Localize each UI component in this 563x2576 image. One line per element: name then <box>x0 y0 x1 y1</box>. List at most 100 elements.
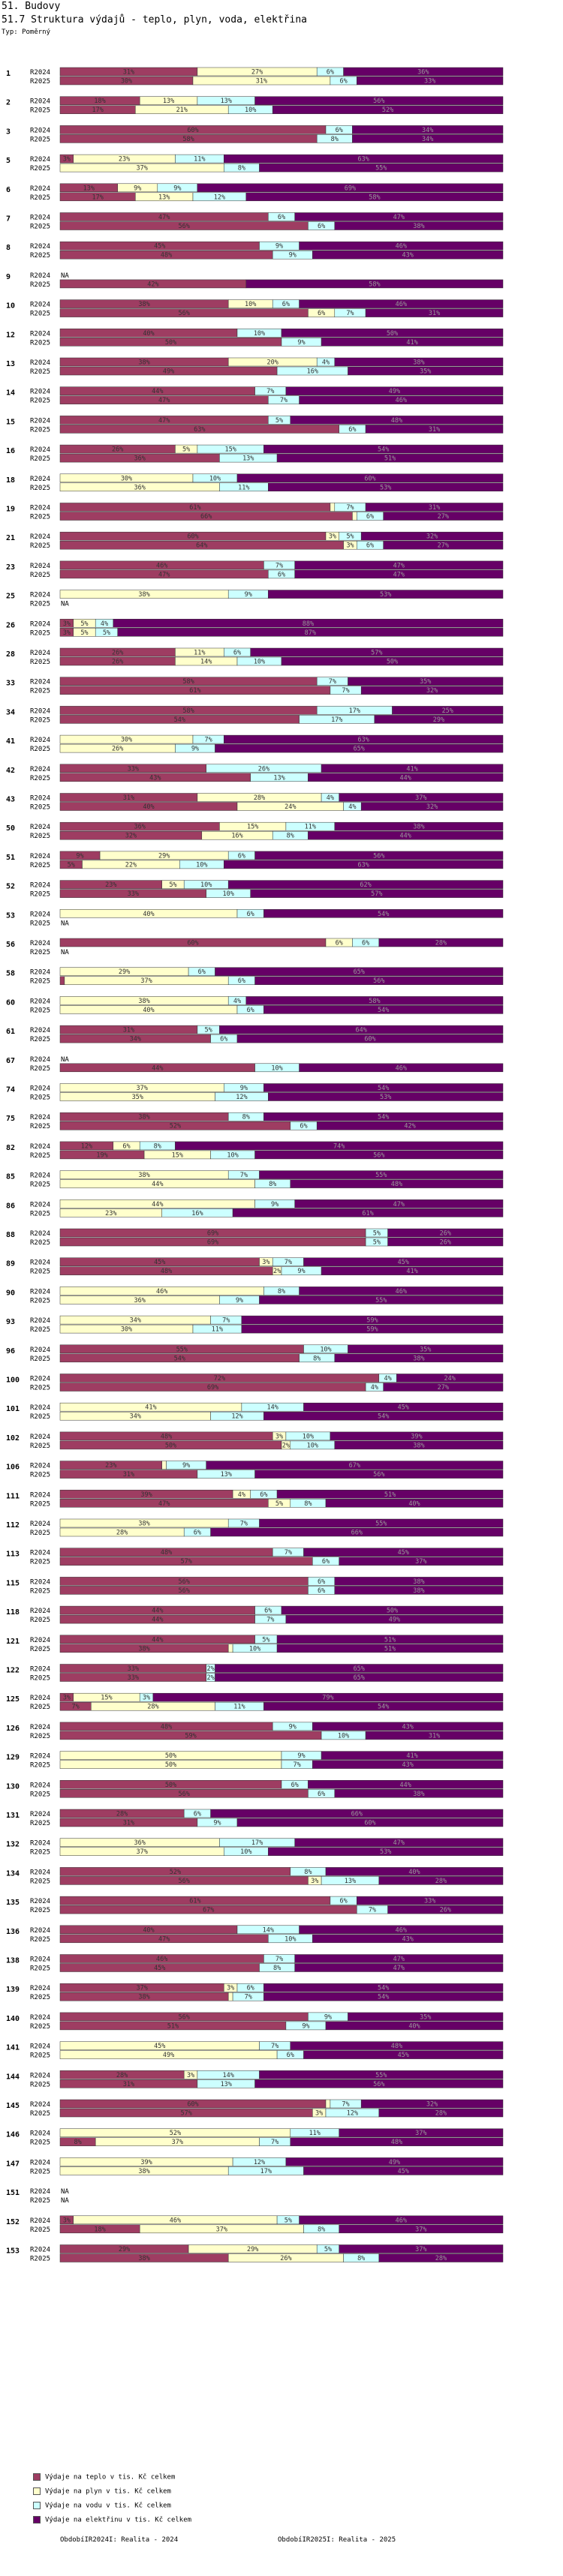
bar-segment-elektrina <box>348 366 504 376</box>
data-label: 4% <box>233 998 241 1005</box>
data-label: 44% <box>152 1201 163 1208</box>
data-label: 14% <box>263 1926 274 1934</box>
period-label: R2024 <box>30 1608 50 1615</box>
data-label: 8% <box>269 1181 276 1188</box>
data-label: 41% <box>406 765 417 773</box>
period-label: R2025 <box>30 1530 50 1537</box>
bar-group-102: 102 R2024 48% 3% 10% 39% R2025 50% 2% 10% 38% <box>6 1431 504 1450</box>
bar-segment-elektrina <box>365 1731 504 1740</box>
legend-item-plyn: Výdaje na plyn v tis. Kč celkem <box>33 2487 171 2496</box>
bar-segment-elektrina <box>325 2021 504 2031</box>
group-label: 60 <box>6 998 15 1007</box>
group-label: 122 <box>6 1667 20 1675</box>
data-label: 54% <box>378 1114 389 1121</box>
data-label: 28% <box>147 1704 158 1711</box>
period-label: R2025 <box>30 224 50 231</box>
data-label: 55% <box>375 1297 387 1305</box>
period-label: R2024 <box>30 1288 50 1296</box>
data-label: 11% <box>194 156 205 164</box>
data-label: 7% <box>266 1617 274 1624</box>
group-label: 53 <box>6 911 15 920</box>
data-label: 3% <box>187 2072 194 2079</box>
group-label: 41 <box>6 737 15 746</box>
data-label: 30% <box>121 1326 132 1334</box>
data-label: 38% <box>138 1521 149 1528</box>
data-label: 13% <box>221 1471 232 1479</box>
bar-group-75: 75 R2024 38% 8% 54% R2025 52% 6% 42% <box>6 1112 504 1130</box>
chart-type-label: Typ: Poměrný <box>2 29 51 36</box>
data-label: 6% <box>348 426 356 434</box>
bar-segment-elektrina <box>299 395 504 404</box>
bar-segment-elektrina <box>339 2244 504 2253</box>
bar-segment-elektrina <box>259 1296 504 1305</box>
bar-group-93: 93 R2024 34% 7% 59% R2025 30% 11% 59% <box>6 1315 504 1334</box>
group-label: 74 <box>6 1086 15 1094</box>
data-label: 6% <box>247 911 254 918</box>
bar-group-10: 10 R2024 38% 10% 6% 46% R2025 56% 6% 7% 31% <box>6 299 504 318</box>
data-label: 57% <box>371 650 382 657</box>
period-label: R2024 <box>30 1317 50 1325</box>
period-label: R2024 <box>30 824 50 831</box>
data-label: 12% <box>254 2159 265 2166</box>
data-label: 26% <box>440 1907 451 1914</box>
period-label: R2024 <box>30 215 50 222</box>
period-label: R2025 <box>30 1356 50 1363</box>
data-label: 38% <box>413 1442 424 1449</box>
group-label: 125 <box>6 1695 20 1704</box>
bar-segment-plyn <box>227 1992 233 2001</box>
data-label: 2% <box>206 1665 214 1673</box>
data-label: 10% <box>245 107 256 114</box>
bar-segment-elektrina <box>294 1199 504 1208</box>
data-label: 5% <box>262 1636 269 1644</box>
data-label: 6% <box>362 940 369 947</box>
data-label: 60% <box>187 127 198 134</box>
period-label: R2025 <box>30 1094 50 1102</box>
na-label: NA <box>61 2197 69 2205</box>
data-label: 19% <box>96 1151 107 1159</box>
data-label: 43% <box>402 1761 413 1769</box>
bar-segment-elektrina <box>303 1402 504 1412</box>
data-label: 47% <box>158 214 170 221</box>
period-label: R2025 <box>30 542 50 550</box>
period-label: R2024 <box>30 1056 50 1064</box>
na-label: NA <box>61 601 69 608</box>
period-label: R2025 <box>30 1965 50 1973</box>
period-label: R2024 <box>30 272 50 280</box>
data-label: 36% <box>134 824 146 831</box>
period-label: R2025 <box>30 1617 50 1624</box>
data-label: 38% <box>413 359 424 367</box>
data-label: 28% <box>116 2072 128 2079</box>
data-label: 58% <box>182 136 194 143</box>
period-label: R2025 <box>30 2168 50 2175</box>
data-label: 9% <box>245 591 252 599</box>
data-label: 31% <box>429 310 440 317</box>
group-label: 51 <box>6 854 15 862</box>
data-label: 45% <box>398 2052 409 2059</box>
bar-segment-elektrina <box>245 279 504 289</box>
data-label: 49% <box>163 368 174 376</box>
period-label: R2024 <box>30 156 50 164</box>
data-label: 61% <box>189 1898 200 1905</box>
data-label: 51% <box>384 1645 396 1653</box>
group-label: 100 <box>6 1377 20 1385</box>
data-label: 29% <box>158 852 170 860</box>
data-label: 60% <box>364 1036 375 1043</box>
data-label: 39% <box>411 1433 422 1440</box>
period-label: R2025 <box>30 1559 50 1566</box>
data-label: 9% <box>213 1820 221 1827</box>
bar-segment-elektrina <box>263 1083 504 1092</box>
data-label: 4% <box>371 1384 378 1392</box>
period-label: R2024 <box>30 1782 50 1789</box>
group-label: 85 <box>6 1173 15 1181</box>
period-label: R2025 <box>30 339 50 347</box>
data-label: 60% <box>187 2101 198 2109</box>
data-label: 56% <box>373 98 384 105</box>
period-label: R2024 <box>30 940 50 947</box>
bar-segment-elektrina <box>339 1557 504 1566</box>
data-label: 31% <box>123 1471 134 1479</box>
data-label: 47% <box>158 417 170 425</box>
period-label: R2025 <box>30 2052 50 2060</box>
data-label: 6% <box>318 310 325 317</box>
group-label: 16 <box>6 447 15 455</box>
